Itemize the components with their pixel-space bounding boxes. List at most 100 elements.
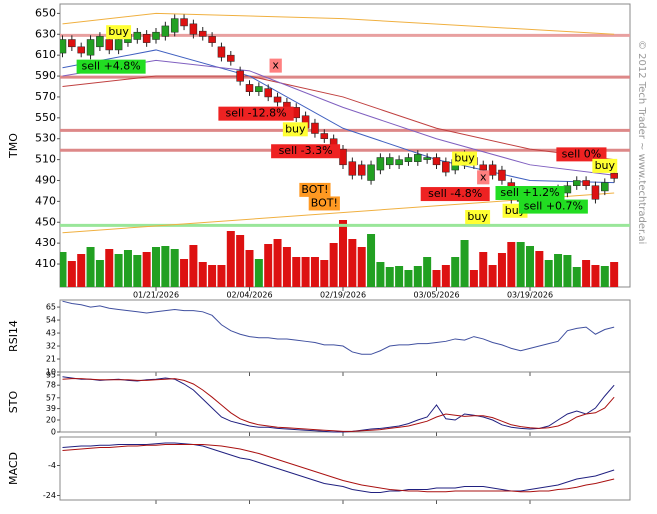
- candle-body: [311, 122, 319, 134]
- panel-frame: [59, 436, 631, 501]
- y-tick-label: 10: [46, 368, 56, 377]
- volume-bar: [152, 247, 160, 287]
- overlay-line: [62, 75, 615, 161]
- volume-bar: [469, 270, 478, 287]
- volume-bar: [329, 243, 338, 287]
- volume-bar: [208, 265, 217, 287]
- y-axis-label: RSI14: [7, 320, 20, 352]
- volume-bar: [86, 247, 95, 287]
- y-tick-label: 410: [35, 257, 56, 270]
- volume-bar: [395, 266, 404, 287]
- signal-label: buy: [454, 152, 475, 165]
- y-tick-label: 95: [46, 371, 56, 380]
- y-tick-label: 630: [35, 27, 56, 40]
- signal-box: [218, 106, 294, 121]
- candle-body: [442, 161, 450, 173]
- candle-body: [86, 39, 95, 56]
- volume-bar: [236, 235, 245, 287]
- candle-body: [395, 159, 403, 166]
- indicator-line: [62, 442, 615, 493]
- volume-bar: [170, 249, 179, 287]
- volume-bar: [479, 252, 488, 287]
- x-tick-label: 03/05/2026: [413, 291, 459, 300]
- candle-body: [601, 182, 609, 192]
- candle-body: [432, 157, 441, 166]
- candle-body: [133, 31, 142, 40]
- volume-bar: [563, 255, 572, 287]
- candle-body: [77, 46, 85, 54]
- signal-box: [495, 186, 565, 201]
- candle-body: [582, 180, 590, 186]
- volume-bar: [413, 266, 422, 287]
- candle-body: [208, 36, 216, 43]
- candle-body: [170, 18, 179, 33]
- candle-body: [339, 148, 347, 166]
- candle-body: [563, 185, 572, 194]
- signal-box: [477, 170, 490, 185]
- y-tick-label: 39: [46, 404, 56, 413]
- signal-box: [420, 187, 490, 202]
- signal-label: sell 0%: [562, 147, 602, 160]
- volume-bar: [544, 260, 553, 287]
- y-tick-label: 550: [35, 111, 56, 124]
- signal-box: [452, 151, 477, 166]
- y-tick-label: 65: [46, 303, 56, 312]
- signal-label: buy: [595, 159, 616, 172]
- volume-bar: [582, 260, 591, 287]
- candle-body: [217, 46, 226, 58]
- x-tick-label: 02/19/2026: [320, 291, 366, 300]
- candle-body: [357, 164, 366, 176]
- volume-bar: [572, 267, 581, 287]
- y-tick-label: 490: [35, 173, 56, 186]
- signal-label: sell -4.8%: [428, 187, 482, 200]
- candle-body: [264, 88, 272, 98]
- volume-bar: [357, 247, 366, 287]
- y-axis-label: TMO: [7, 133, 20, 159]
- y-tick-label: 470: [35, 194, 56, 207]
- signal-box: [465, 210, 491, 225]
- candle-body: [414, 154, 422, 162]
- y-tick-label: 32: [46, 342, 56, 351]
- candle-body: [227, 54, 235, 62]
- signal-label: sell -12.8%: [226, 107, 287, 120]
- volume-bar: [161, 246, 170, 287]
- volume-bar: [273, 239, 282, 287]
- y-tick-label: 57: [46, 393, 56, 402]
- volume-bar: [423, 257, 432, 287]
- candle-body: [386, 157, 394, 166]
- volume-bar: [217, 265, 226, 287]
- candle-body: [152, 31, 160, 40]
- y-tick-label: -24: [43, 491, 56, 500]
- volume-bar: [114, 254, 123, 287]
- volume-bar: [142, 252, 151, 287]
- y-tick-label: 54: [46, 316, 56, 325]
- volume-bar: [526, 246, 534, 287]
- candle-body: [273, 96, 282, 103]
- candle-body: [292, 107, 300, 119]
- signal-label: buy: [108, 25, 129, 38]
- overlay-line: [62, 59, 615, 176]
- candle-body: [404, 157, 413, 162]
- signal-label: sell +1.2%: [500, 186, 559, 199]
- volume-bar: [301, 257, 310, 287]
- volume-bar: [292, 257, 301, 287]
- signal-label: sell +4.8%: [81, 60, 140, 73]
- volume-bar: [507, 242, 516, 287]
- signal-box: [299, 182, 331, 197]
- volume-bar: [245, 250, 254, 287]
- candle-body: [114, 39, 123, 51]
- y-tick-label: -4: [48, 461, 56, 470]
- volume-bar: [105, 249, 114, 287]
- signal-label: buy: [467, 210, 488, 223]
- candle-body: [180, 18, 188, 27]
- volume-bar: [60, 252, 67, 287]
- volume-bar: [460, 240, 469, 287]
- candle-body: [68, 39, 76, 48]
- volume-bar: [591, 265, 600, 287]
- volume-bar: [264, 244, 273, 287]
- volume-bar: [600, 266, 609, 287]
- y-axis-label: MACD: [7, 452, 20, 485]
- panel-frame: [59, 371, 631, 433]
- candle-body: [376, 157, 385, 171]
